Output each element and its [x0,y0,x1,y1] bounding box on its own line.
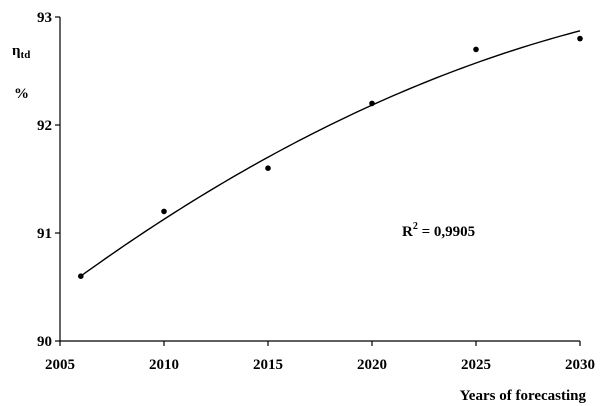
r-squared-value: = 0,9905 [418,224,475,240]
data-point [161,208,167,215]
r-squared-exponent: 2 [413,221,418,232]
data-point [577,35,583,42]
x-tick-label: 2025 [461,357,491,373]
x-tick-label: 2005 [45,357,75,373]
y-tick-label: 91 [37,226,52,242]
data-points [78,35,583,280]
r-squared-annotation: R2 = 0,9905 [402,221,475,240]
ticks: 90 91 92 93 2005 2010 2015 2020 2025 2030 [37,10,595,373]
y-axis-label: ηtd [12,43,30,61]
y-axis-symbol: η [12,43,21,59]
axes [59,17,580,342]
x-tick-label: 2030 [565,357,595,373]
data-point [265,165,271,171]
y-axis-subscript: td [21,49,31,61]
x-tick-label: 2010 [149,357,179,373]
r-squared-prefix: R [402,224,413,240]
trendline [80,30,581,277]
y-tick-label: 90 [37,334,52,350]
y-tick-label: 93 [37,10,52,26]
y-axis-unit: % [14,86,29,102]
data-point [369,100,375,107]
y-tick-label: 92 [37,118,52,134]
x-axis-label: Years of forecasting [460,388,587,404]
trendline-curve [80,30,581,277]
data-point [78,273,84,280]
x-tick-label: 2015 [253,357,283,373]
x-tick-label: 2020 [357,357,387,373]
data-point [473,46,479,53]
